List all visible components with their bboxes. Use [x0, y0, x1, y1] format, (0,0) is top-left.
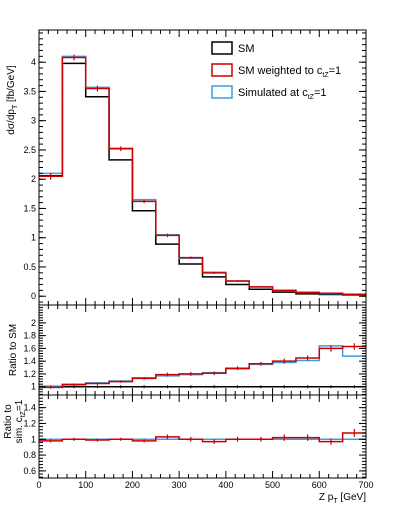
x-tick-label: 600: [312, 480, 327, 490]
series-ratio_sm-simulated: [39, 345, 366, 387]
x-tick-label: 300: [172, 480, 187, 490]
x-tick-label: 500: [265, 480, 280, 490]
y-tick-label: 2.5: [23, 145, 36, 155]
legend-swatch-weighted: [211, 63, 233, 77]
y-tick-label: 1.4: [23, 403, 36, 413]
legend-label-weighted: SM weighted to ctZ=1: [238, 65, 341, 79]
legend-swatch-simulated: [211, 85, 233, 99]
y-tick-label: 1.8: [23, 331, 36, 341]
y-tick-label: 2: [31, 174, 36, 184]
panel-ratio_sim: 0.6 0.8 1 1.2 1.4 Ratio to sim. ctZ=1 0 100 200 30…: [3, 394, 374, 505]
y-tick-label: 0.5: [23, 262, 36, 272]
x-tick-label: 700: [358, 480, 373, 490]
series-ratio_sim-weighted: [39, 432, 366, 443]
x-axis-label: Z pT [GeV]: [319, 492, 366, 505]
y-tick-label: 1.6: [23, 343, 36, 353]
y-axis-label-main: dσ/dpT [fb/GeV]: [6, 65, 19, 135]
panel-frame: [38, 304, 367, 396]
y-tick-label: 1.5: [23, 203, 36, 213]
y-tick-label: 2: [31, 318, 36, 328]
x-tick-label: 0: [36, 480, 41, 490]
y-tick-label: 0.8: [23, 450, 36, 460]
legend-label-simulated: Simulated at ctZ=1: [238, 87, 326, 101]
y-tick-label: 1: [31, 434, 36, 444]
x-tick-label: 200: [125, 480, 140, 490]
x-tick-label: 100: [78, 480, 93, 490]
y-tick-label: 0.6: [23, 466, 36, 476]
y-tick-label: 3: [31, 116, 36, 126]
panel-ratio_sm: 1 1.2 1.4 1.6 1.8 2 Ratio to SM: [8, 304, 367, 396]
y-tick-label: 4: [31, 57, 36, 67]
y-tick-label: 0: [31, 291, 36, 301]
y-tick-label: 1.2: [23, 369, 36, 379]
y-tick-label: 1: [31, 233, 36, 243]
legend: SM SM weighted to ctZ=1 Simulated at ctZ=1: [211, 41, 341, 101]
legend-swatch-sm: [211, 41, 233, 55]
y-tick-label: 3.5: [23, 86, 36, 96]
x-tick-label: 400: [218, 480, 233, 490]
series-ratio_sm-weighted: [39, 345, 366, 389]
y-tick-label: 1: [31, 382, 36, 392]
y-tick-label: 1.4: [23, 356, 36, 366]
legend-label-sm: SM: [238, 43, 255, 55]
y-tick-label: 1.2: [23, 418, 36, 428]
y-axis-label-ratio-sim-line1: Ratio to: [3, 404, 14, 439]
panel-frame: [38, 394, 367, 479]
y-axis-label-ratio-sm: Ratio to SM: [8, 324, 19, 376]
y-axis-label-ratio-sim-line2: sim. ctZ=1: [14, 399, 27, 443]
